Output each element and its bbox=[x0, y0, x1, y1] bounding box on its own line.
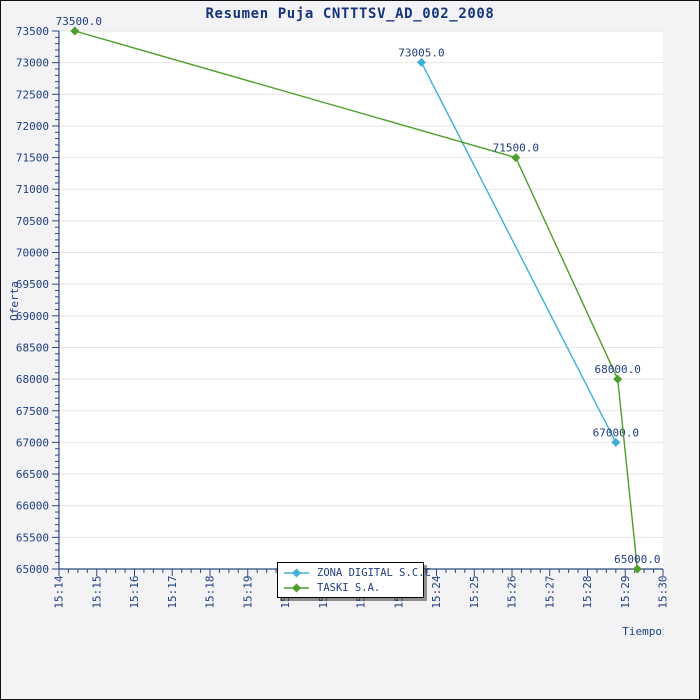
taski-series-icon bbox=[284, 583, 309, 592]
legend-entry-zona-digital: ZONA DIGITAL S.C.C bbox=[284, 567, 431, 579]
x-tick-label: 15:14 bbox=[53, 575, 66, 608]
x-axis-title: Tiempo bbox=[622, 625, 662, 638]
y-tick-label: 72000 bbox=[16, 120, 49, 133]
zona-digital-series-icon bbox=[284, 568, 309, 577]
x-tick-label: 15:25 bbox=[468, 575, 481, 608]
y-tick-label: 67000 bbox=[16, 436, 49, 449]
data-point-marker bbox=[613, 374, 623, 384]
y-tick-label: 68500 bbox=[16, 341, 49, 354]
y-axis-title: Oferta bbox=[8, 281, 21, 321]
y-tick-label: 68000 bbox=[16, 373, 49, 386]
y-tick-label: 66000 bbox=[16, 500, 49, 513]
y-tick-label: 72500 bbox=[16, 88, 49, 101]
chart-legend: ZONA DIGITAL S.C.C TASKI S.A. bbox=[277, 562, 431, 598]
chart-title: Resumen Puja CNTTTSV_AD_002_2008 bbox=[205, 6, 495, 22]
data-point-marker bbox=[611, 437, 621, 447]
data-point-label: 65000.0 bbox=[614, 553, 660, 566]
x-tick-label: 15:28 bbox=[581, 575, 594, 608]
x-tick-label: 15:15 bbox=[90, 575, 103, 608]
legend-label-zona-digital: ZONA DIGITAL S.C.C bbox=[317, 566, 431, 579]
y-tick-label: 70000 bbox=[16, 247, 49, 260]
y-tick-label: 71000 bbox=[16, 183, 49, 196]
x-tick-label: 15:18 bbox=[204, 575, 217, 608]
y-tick-label: 70500 bbox=[16, 215, 49, 228]
data-point-label: 73500.0 bbox=[56, 15, 102, 28]
x-tick-label: 15:19 bbox=[241, 575, 254, 608]
data-point-marker bbox=[70, 26, 80, 36]
y-tick-label: 69500 bbox=[16, 278, 49, 291]
legend-label-taski: TASKI S.A. bbox=[317, 581, 381, 594]
x-tick-label: 15:26 bbox=[506, 575, 519, 608]
y-tick-label: 65000 bbox=[16, 563, 49, 576]
data-point-label: 71500.0 bbox=[493, 142, 539, 155]
x-tick-label: 15:16 bbox=[128, 575, 141, 608]
y-tick-label: 69000 bbox=[16, 310, 49, 323]
data-point-marker bbox=[632, 564, 642, 574]
y-tick-label: 71500 bbox=[16, 152, 49, 165]
data-point-label: 68000.0 bbox=[595, 363, 641, 376]
x-tick-label: 15:17 bbox=[166, 575, 179, 608]
y-tick-label: 73000 bbox=[16, 57, 49, 70]
y-tick-label: 65500 bbox=[16, 531, 49, 544]
x-tick-label: 15:30 bbox=[657, 575, 670, 608]
x-tick-label: 15:27 bbox=[543, 575, 556, 608]
y-tick-label: 66500 bbox=[16, 468, 49, 481]
x-tick-label: 15:24 bbox=[430, 575, 443, 608]
y-tick-label: 73500 bbox=[16, 25, 49, 38]
plot-area bbox=[59, 31, 663, 569]
data-point-marker bbox=[416, 57, 426, 67]
data-point-label: 73005.0 bbox=[398, 46, 444, 59]
series-line-zona-digital-s-c-c bbox=[420, 62, 617, 443]
x-tick-label: 15:29 bbox=[619, 575, 632, 608]
y-tick-label: 67500 bbox=[16, 405, 49, 418]
data-point-marker bbox=[511, 153, 521, 163]
series-line-taski-s-a- bbox=[74, 30, 639, 570]
legend-entry-taski: TASKI S.A. bbox=[284, 582, 417, 594]
data-point-label: 67000.0 bbox=[593, 426, 639, 439]
